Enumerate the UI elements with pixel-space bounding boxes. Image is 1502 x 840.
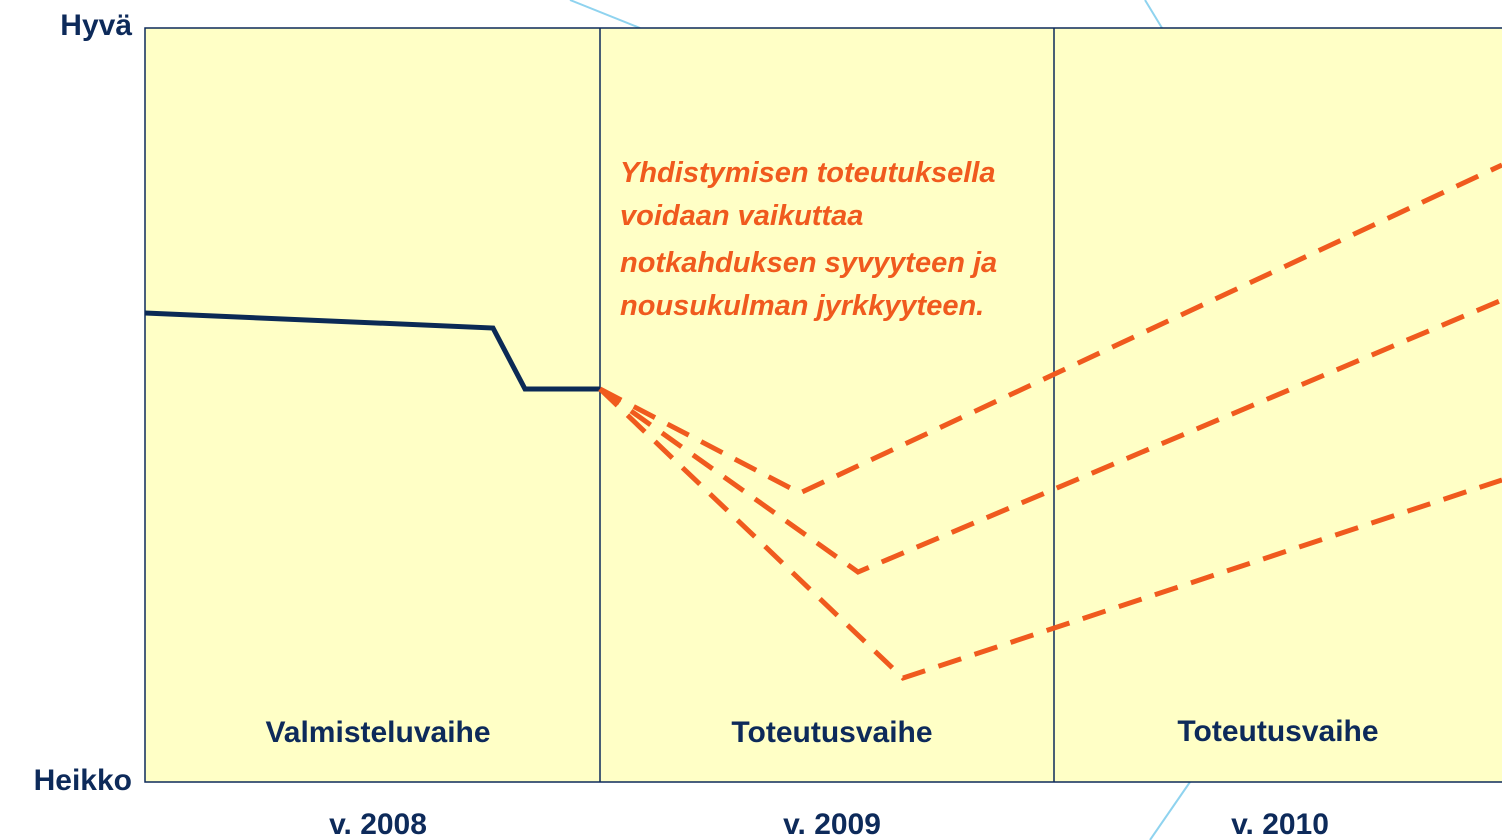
panel — [144, 27, 1502, 783]
scenarios — [598, 162, 1502, 681]
deco-line — [1144, 0, 1163, 29]
annotation: notkahduksen syvyyteen ja — [620, 247, 997, 279]
scenario-line — [598, 297, 1502, 575]
year-label: v. 2010 — [1231, 808, 1329, 840]
past-line — [144, 310, 600, 392]
phase-label: Toteutusvaihe — [1177, 715, 1378, 748]
annotation: Yhdistymisen toteutuksella — [620, 157, 996, 189]
scenario-line — [598, 162, 1502, 496]
deco-line — [569, 0, 641, 29]
year-label: v. 2009 — [783, 808, 881, 840]
deco-line — [1149, 781, 1191, 840]
scenario-line — [598, 387, 1502, 681]
axis-top: Hyvä — [60, 9, 132, 42]
year-label: v. 2008 — [329, 808, 427, 840]
phase-label: Valmisteluvaihe — [265, 716, 490, 749]
annotation: voidaan vaikuttaa — [620, 200, 863, 232]
axis-bottom: Heikko — [34, 764, 132, 797]
annotation: nousukulman jyrkkyyteen. — [620, 290, 984, 322]
phase-label: Toteutusvaihe — [731, 716, 932, 749]
